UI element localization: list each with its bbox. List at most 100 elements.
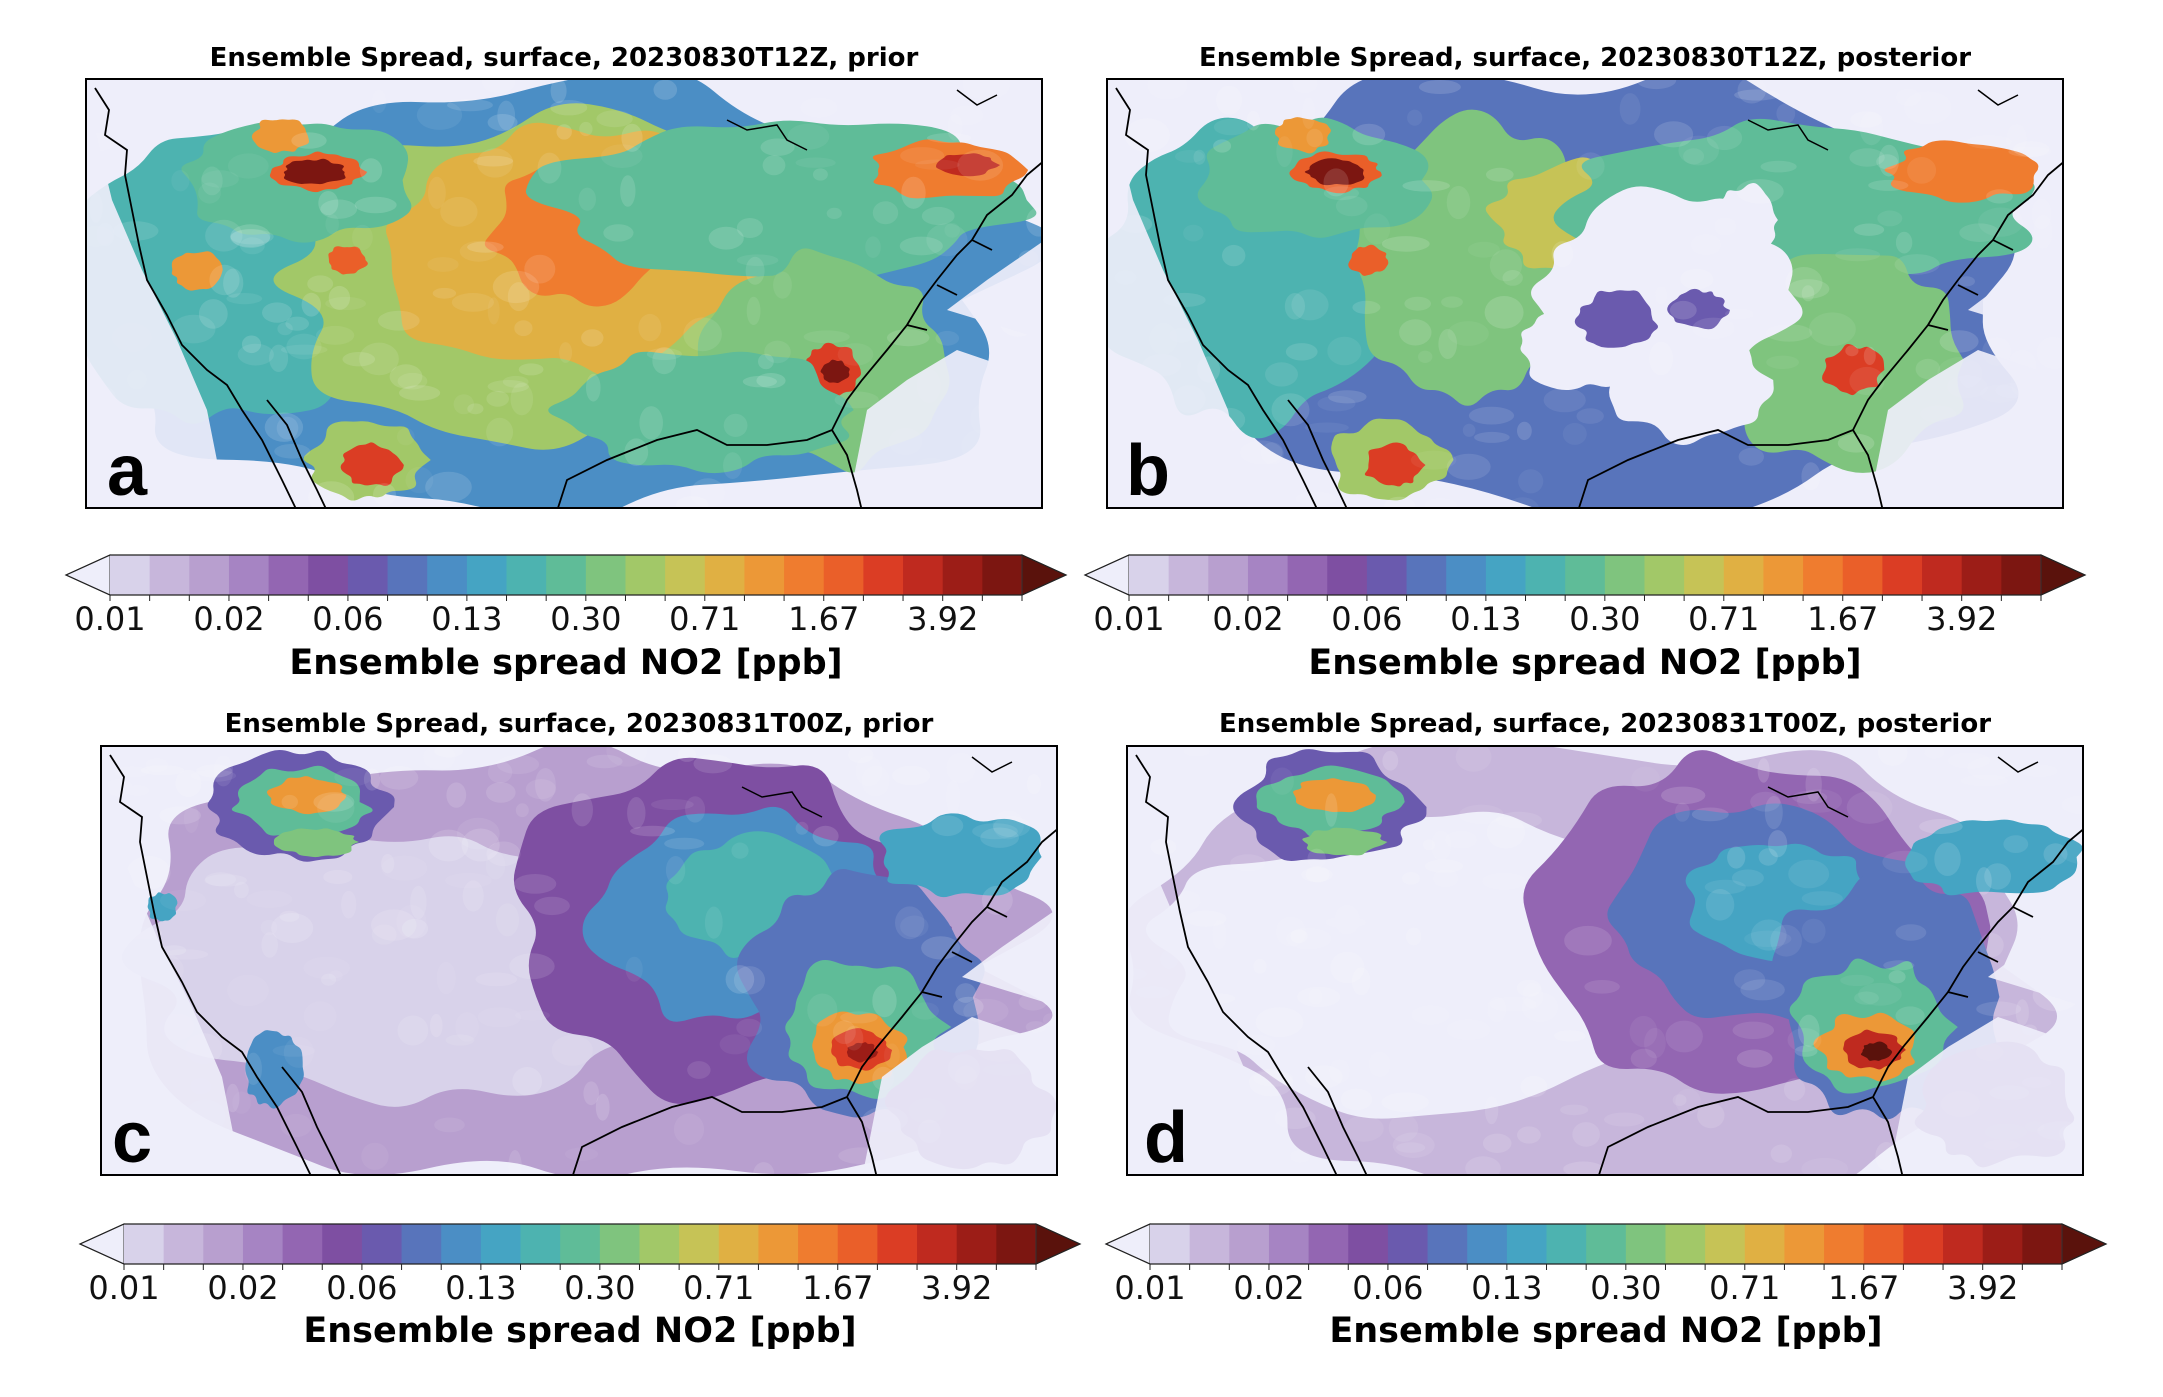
spread-texture	[1261, 442, 1284, 465]
spread-texture	[1727, 846, 1746, 869]
spread-texture	[963, 998, 1009, 1024]
spread-texture	[473, 155, 514, 167]
spread-texture	[921, 206, 955, 226]
colorbar-bin	[823, 555, 864, 595]
spread-texture	[205, 219, 243, 252]
spread-texture	[1290, 929, 1308, 944]
spread-texture	[485, 851, 506, 880]
spread-texture	[1915, 358, 1941, 380]
spread-texture	[1858, 982, 1902, 1006]
spread-texture	[432, 287, 457, 299]
ocean-low-spread	[87, 80, 227, 507]
colorbar-bin	[863, 555, 904, 595]
spread-texture	[1330, 951, 1365, 984]
spread-texture	[1404, 296, 1431, 311]
spread-texture	[447, 99, 493, 112]
spread-texture	[1672, 1094, 1687, 1106]
panel-letter: b	[1126, 431, 1170, 509]
colorbar-tick-label: 0.02	[1212, 600, 1284, 638]
spread-texture	[1764, 795, 1783, 830]
spread-texture	[486, 390, 510, 407]
spread-texture	[269, 344, 289, 372]
spread-texture	[1697, 1102, 1725, 1129]
spread-texture	[1984, 863, 2011, 890]
colorbar-tick-label: 0.06	[1331, 600, 1403, 638]
spread-texture	[900, 147, 945, 165]
spread-texture	[840, 1011, 878, 1024]
spread-contour	[1715, 183, 1778, 252]
spread-texture	[198, 299, 228, 329]
spread-texture	[1183, 747, 1210, 757]
spread-texture	[1732, 1021, 1775, 1039]
spread-texture	[1402, 180, 1450, 192]
spread-texture	[1704, 879, 1746, 895]
spread-texture	[481, 80, 516, 94]
spread-texture	[1042, 1013, 1056, 1027]
spread-texture	[1410, 450, 1457, 470]
colorbar-tick-label: 3.92	[907, 600, 979, 638]
spread-texture	[1845, 345, 1859, 357]
spread-texture	[232, 1091, 251, 1114]
spread-texture	[508, 1150, 522, 1174]
spread-texture	[1665, 1020, 1703, 1053]
colorbar-bin	[744, 555, 785, 595]
spread-texture	[586, 754, 623, 769]
spread-texture	[1213, 139, 1232, 153]
spread-texture	[524, 254, 556, 284]
coastline	[109, 754, 1056, 1174]
spread-texture	[1147, 80, 1188, 100]
spread-texture	[1522, 982, 1544, 1009]
spread-texture	[241, 335, 262, 354]
spread-texture	[1738, 447, 1764, 466]
colorbar-bin	[758, 1224, 799, 1264]
colorbar-bin	[1129, 555, 1170, 595]
spread-texture	[931, 815, 964, 837]
spread-texture	[992, 810, 1024, 840]
spread-contour	[283, 158, 346, 185]
spread-texture	[865, 236, 881, 258]
spread-texture	[1853, 223, 1885, 236]
panel-letter: a	[107, 431, 148, 509]
spread-texture	[535, 768, 556, 802]
colorbar-tick-label: 1.67	[802, 1269, 874, 1307]
colorbar-svg	[64, 554, 1068, 601]
spread-contour	[328, 246, 368, 275]
spread-texture	[434, 1117, 465, 1133]
spread-texture	[225, 1083, 240, 1113]
spread-texture	[1630, 1048, 1657, 1069]
colorbar-tick-label: 0.30	[1590, 1269, 1662, 1307]
spread-texture	[341, 890, 357, 919]
spread-texture	[1554, 1030, 1586, 1042]
spread-texture	[620, 175, 636, 207]
spread-texture	[579, 121, 593, 137]
spread-texture	[477, 1007, 522, 1028]
colorbar-bin	[387, 555, 428, 595]
spread-texture	[1725, 308, 1754, 320]
spread-texture	[272, 1044, 316, 1057]
colorbar-bin	[1842, 555, 1883, 595]
colorbar-tick-label: 0.02	[207, 1269, 279, 1307]
spread-texture	[704, 906, 723, 939]
spread-texture	[1959, 223, 2000, 242]
spread-texture	[719, 1034, 751, 1055]
spread-texture	[318, 191, 339, 216]
spread-texture	[578, 187, 596, 211]
spread-texture	[2061, 794, 2082, 815]
colorbar-tick-label: 0.01	[88, 1269, 160, 1307]
ocean-low-spread	[1968, 242, 2062, 339]
spread-texture	[1868, 179, 1909, 191]
spread-texture	[1750, 791, 1781, 812]
spread-texture	[1801, 1157, 1849, 1174]
spread-texture	[280, 344, 328, 355]
spread-texture	[1396, 1142, 1426, 1153]
colorbar-tick-label: 1.67	[788, 600, 860, 638]
colorbar-bin	[1446, 555, 1487, 595]
spread-texture	[972, 823, 1018, 840]
spread-texture	[430, 1013, 443, 1038]
colorbar-tick-label: 3.92	[1947, 1269, 2019, 1307]
spread-texture	[1185, 910, 1227, 927]
spread-texture	[223, 268, 244, 298]
spread-texture	[230, 224, 271, 248]
spread-texture	[601, 144, 643, 168]
spread-texture	[1768, 830, 1788, 858]
